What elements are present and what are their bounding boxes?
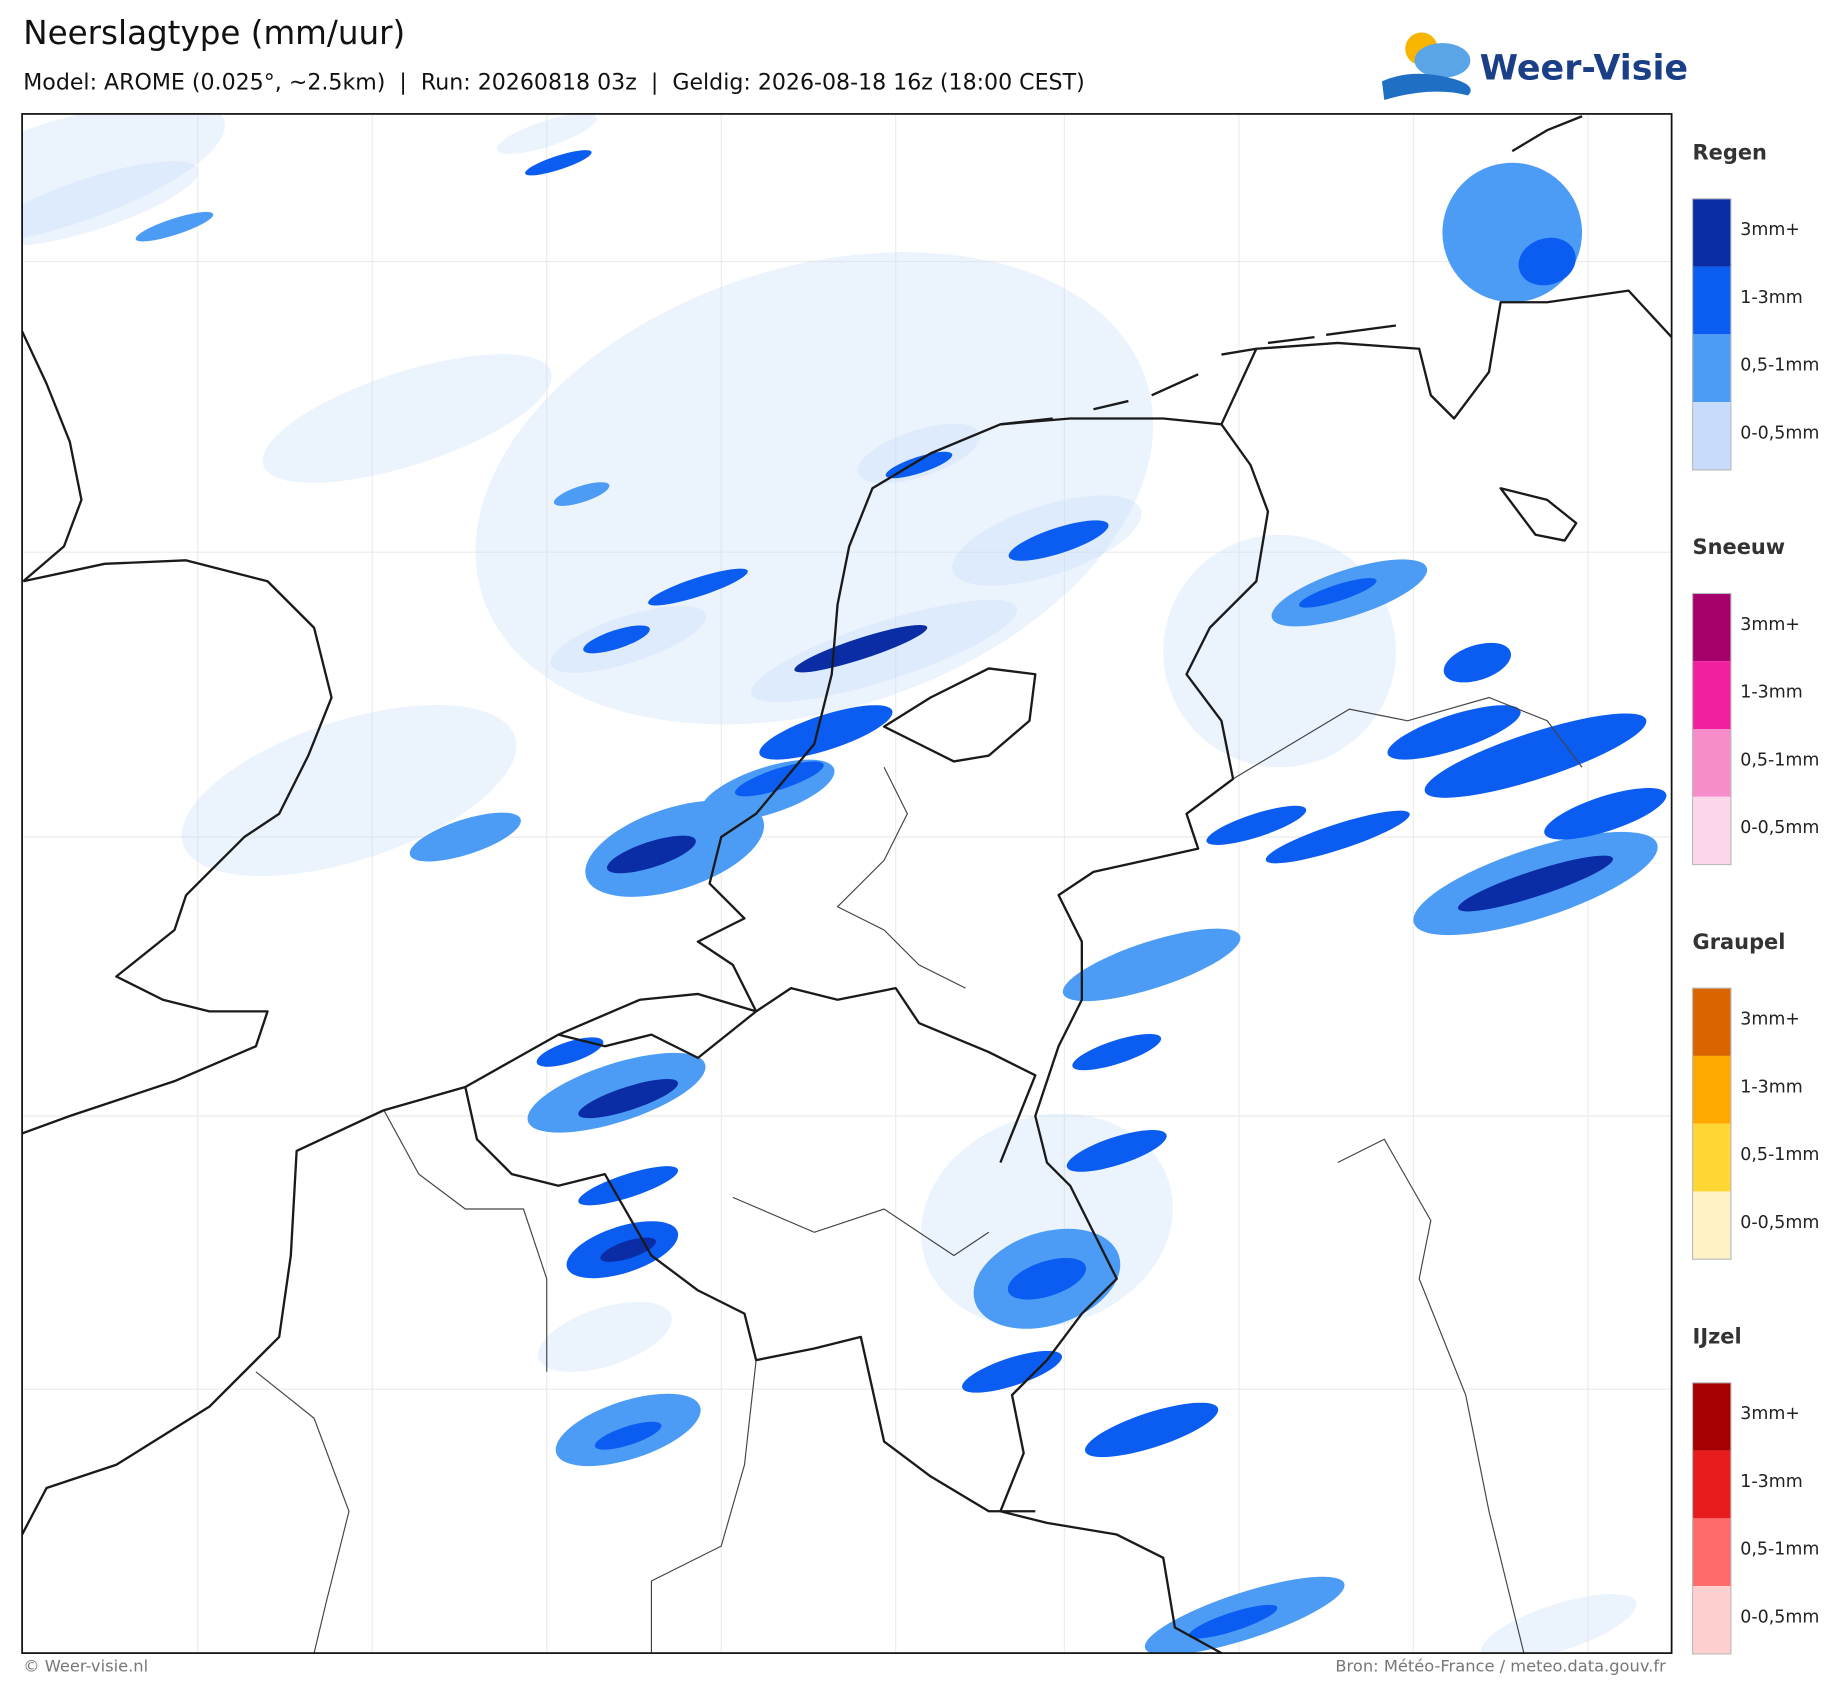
rain-field [759, 705, 893, 760]
legend-label: 0-0,5mm [1740, 424, 1819, 444]
legend-label: 0,5-1mm [1740, 1145, 1819, 1165]
legend-label: 3mm+ [1740, 615, 1800, 635]
legend: Regen 3mm+ 1-3mm 0,5-1mm 0-0,5mm Sneeuw 3mm+ 1-… [1691, 140, 1819, 1655]
legend-swatch [1692, 1123, 1731, 1192]
legend-title: Sneeuw [1693, 535, 1786, 559]
legend-swatch [1692, 796, 1731, 865]
rain-field [578, 1166, 679, 1206]
rain-field [857, 423, 981, 484]
rain-field [606, 835, 696, 874]
legend-label: 3mm+ [1740, 1010, 1800, 1030]
legend-swatch [1692, 988, 1731, 1056]
rain-field [1518, 237, 1576, 286]
rain-field [594, 1421, 662, 1450]
rain-field [181, 705, 517, 876]
legend-label: 0-0,5mm [1740, 1213, 1819, 1233]
rain-field [1072, 1033, 1162, 1071]
legend-swatch [1692, 1518, 1731, 1587]
legend-swatch [1692, 334, 1731, 403]
rain-field [536, 1037, 604, 1067]
rain-field [475, 252, 1154, 725]
rain-field [1298, 578, 1377, 608]
title: Neerslagtype (mm/uur) [23, 14, 405, 52]
logo-text: Weer-Visie [1480, 49, 1688, 89]
legend-frame [1691, 987, 1732, 1260]
legend-swatch [1692, 1191, 1731, 1260]
logo: Weer-Visie [1381, 32, 1688, 100]
rain-field [1066, 1129, 1167, 1172]
rain-field [600, 1237, 656, 1262]
legend-label: 0-0,5mm [1740, 1608, 1819, 1628]
rain-field [583, 625, 650, 654]
rain-field [22, 113, 225, 248]
legend-swatch [1692, 729, 1731, 797]
rain-field [537, 1301, 672, 1372]
rain-field [409, 812, 521, 862]
rain-field [553, 482, 610, 506]
legend-label: 3mm+ [1740, 220, 1800, 240]
legend-title: Regen [1693, 140, 1767, 164]
rain-field [1443, 642, 1511, 683]
borders [255, 696, 1583, 1654]
rain-field [1062, 928, 1241, 1002]
rain-field [496, 113, 597, 154]
legend-swatch [1692, 266, 1731, 335]
subtitle: Model: AROME (0.025°, ~2.5km) | Run: 202… [23, 70, 1084, 96]
legend-swatch [1692, 1055, 1731, 1124]
legend-swatch [1692, 1450, 1731, 1519]
legend-frame [1691, 1382, 1732, 1655]
rain-field [1085, 1402, 1219, 1458]
rain-field [262, 354, 552, 483]
rain-field [22, 161, 199, 246]
legend-label: 1-3mm [1740, 683, 1802, 703]
legend-frame [1691, 592, 1732, 866]
rain-field [1007, 1257, 1087, 1300]
legend-swatch [1692, 1382, 1731, 1451]
legend-title: Graupel [1693, 930, 1786, 954]
legend-title: IJzel [1693, 1324, 1742, 1348]
rain-field [1424, 713, 1647, 798]
rain-field [1480, 1594, 1637, 1654]
legend-swatch [1692, 593, 1731, 662]
rain-field [735, 761, 824, 797]
footer-left: © Weer-visie.nl [23, 1657, 148, 1676]
rain-field [135, 211, 214, 242]
legend-label: 1-3mm [1740, 1077, 1802, 1097]
rain-field [1457, 855, 1614, 912]
legend-label: 3mm+ [1740, 1404, 1800, 1424]
legend-label: 1-3mm [1740, 288, 1802, 308]
rain-field [1206, 805, 1307, 845]
legend-swatch [1692, 198, 1731, 267]
rain-field [525, 150, 592, 176]
rain-field [1188, 1604, 1278, 1639]
rain-field [1544, 787, 1667, 840]
legend-label: 0,5-1mm [1740, 1540, 1819, 1560]
legend-label: 0,5-1mm [1740, 356, 1819, 376]
rain-field [962, 1350, 1063, 1393]
rain-field [1265, 810, 1410, 864]
coastline [22, 115, 1672, 1654]
legend-swatch [1692, 402, 1731, 470]
legend-label: 0,5-1mm [1740, 750, 1819, 770]
rain-field [1387, 705, 1521, 760]
legend-swatch [1692, 661, 1731, 730]
legend-swatch [1692, 1586, 1731, 1654]
rain-field [1008, 520, 1109, 561]
legend-frame [1691, 198, 1732, 471]
legend-label: 1-3mm [1740, 1472, 1802, 1492]
map [21, 113, 1673, 1654]
rain-field [794, 624, 928, 673]
rain-field [648, 568, 748, 606]
legend-label: 0-0,5mm [1740, 818, 1819, 838]
footer-right: Bron: Météo-France / meteo.data.gouv.fr [1335, 1657, 1666, 1676]
rain-field [578, 1078, 679, 1119]
